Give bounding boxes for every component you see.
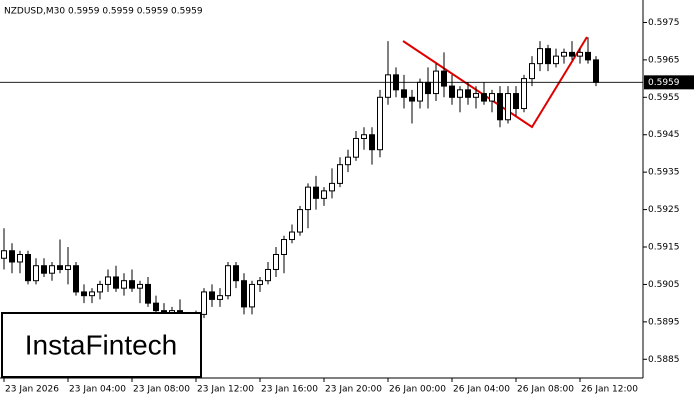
- current-price-box: [644, 75, 694, 90]
- candle-body: [513, 93, 519, 110]
- candle-body: [105, 276, 111, 285]
- candle-body: [9, 250, 15, 263]
- candle-body: [497, 93, 503, 121]
- candle-body: [297, 209, 303, 233]
- chart-header: NZDUSD,M30 0.5959 0.5959 0.5959 0.5959: [4, 7, 203, 17]
- candle-body: [97, 283, 103, 293]
- x-tick-label: 26 Jan 00:00: [389, 385, 446, 395]
- candle-body: [305, 186, 311, 211]
- candle-body: [129, 280, 135, 289]
- candle-body: [385, 74, 391, 98]
- candle-body: [153, 302, 159, 312]
- candle-body: [561, 51, 567, 57]
- logo-box: [1, 312, 202, 378]
- x-tick-label: 23 Jan 08:00: [133, 385, 190, 395]
- x-tick-label: 23 Jan 2026: [5, 385, 59, 395]
- candle-body: [521, 78, 527, 110]
- candle-body: [41, 265, 47, 274]
- candle-body: [289, 231, 295, 241]
- y-tick-label: 0.5915: [648, 243, 680, 253]
- candle-body: [249, 283, 255, 308]
- x-tick-label: 23 Jan 20:00: [325, 385, 382, 395]
- current-price-label: 0.5959: [648, 78, 680, 88]
- candle-body: [425, 81, 431, 95]
- x-tick-label: 23 Jan 16:00: [261, 385, 318, 395]
- candle-body: [25, 253, 31, 282]
- candle-body: [529, 63, 535, 80]
- candle-body: [265, 268, 271, 282]
- candle-body: [401, 89, 407, 98]
- candle-body: [313, 186, 319, 199]
- candle-body: [481, 93, 487, 102]
- candle-body: [281, 239, 287, 255]
- y-tick-label: 0.5905: [648, 280, 680, 290]
- candle-body: [137, 283, 143, 289]
- candle-body: [209, 291, 215, 300]
- candle-body: [17, 253, 23, 263]
- candle-body: [65, 265, 71, 270]
- candle-body: [537, 48, 543, 65]
- y-tick-label: 0.5965: [648, 55, 680, 65]
- x-tick-label: 23 Jan 04:00: [69, 385, 126, 395]
- candle-body: [353, 137, 359, 158]
- candle-body: [89, 291, 95, 297]
- candle-body: [1, 250, 7, 259]
- candle-body: [113, 276, 119, 289]
- candle-body: [449, 85, 455, 98]
- candle-body: [545, 48, 551, 65]
- candle-body: [49, 265, 55, 274]
- candle-body: [577, 51, 583, 57]
- y-tick-label: 0.5935: [648, 168, 680, 178]
- x-tick-label: 26 Jan 04:00: [453, 385, 510, 395]
- candle-body: [241, 280, 247, 308]
- candle-body: [257, 280, 263, 285]
- candle-body: [417, 81, 423, 102]
- candle-body: [337, 164, 343, 184]
- candle-body: [457, 89, 463, 98]
- candle-body: [361, 134, 367, 139]
- candle-body: [369, 134, 375, 151]
- x-tick-label: 26 Jan 08:00: [517, 385, 574, 395]
- candle-body: [489, 93, 495, 102]
- candle-body: [553, 55, 559, 65]
- y-tick-label: 0.5885: [648, 355, 680, 365]
- candle-body: [233, 265, 239, 282]
- candle-body: [409, 96, 415, 102]
- candle-body: [145, 283, 151, 304]
- candle-body: [505, 93, 511, 121]
- candle-body: [321, 190, 327, 199]
- candle-body: [217, 295, 223, 300]
- candle-body: [465, 89, 471, 98]
- pattern-line: [402, 36, 588, 129]
- y-tick-label: 0.5925: [648, 205, 680, 215]
- candle-body: [73, 265, 79, 293]
- candle-body: [201, 291, 207, 315]
- y-tick-label: 0.5955: [648, 93, 680, 103]
- candle-body: [225, 265, 231, 297]
- candle-body: [569, 51, 575, 57]
- candle-body: [585, 51, 591, 61]
- x-tick-label: 23 Jan 12:00: [197, 385, 254, 395]
- y-tick-label: 0.5895: [648, 317, 680, 327]
- logo: InstaFintech: [25, 329, 178, 360]
- candle-body: [593, 59, 599, 83]
- candle-body: [329, 182, 335, 192]
- candle-body: [121, 280, 127, 289]
- candle-body: [441, 70, 447, 87]
- candle-body: [473, 93, 479, 98]
- candle-body: [81, 291, 87, 297]
- candle-body: [377, 96, 383, 151]
- y-tick-label: 0.5975: [648, 18, 680, 28]
- x-tick-label: 26 Jan 12:00: [581, 385, 638, 395]
- y-tick-label: 0.5945: [648, 130, 680, 140]
- candle-body: [33, 265, 39, 282]
- candle-body: [57, 265, 63, 270]
- candle-body: [273, 253, 279, 270]
- candle-body: [345, 156, 351, 166]
